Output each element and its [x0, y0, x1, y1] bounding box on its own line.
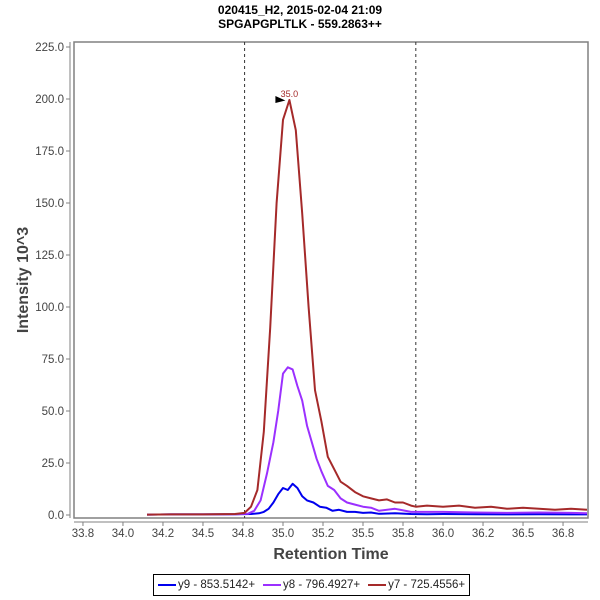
legend-swatch-y7 — [368, 584, 387, 586]
x-tick-label: 33.8 — [72, 528, 94, 540]
x-tick-label: 36.0 — [432, 528, 454, 540]
x-tick-label: 35.8 — [392, 528, 414, 540]
y-tick-label: 100.0 — [35, 302, 64, 314]
y-tick-label: 150.0 — [35, 198, 64, 210]
vertical-markers — [244, 42, 417, 518]
legend-item-y8: y8 - 796.4927+ — [263, 579, 360, 591]
y-tick-label: 25.0 — [42, 458, 64, 470]
legend-swatch-y8 — [263, 584, 282, 586]
x-tick-label: 36.8 — [552, 528, 574, 540]
x-tick-label: 34.8 — [232, 528, 254, 540]
peak-annotation: 35.0 — [275, 89, 299, 104]
x-tick-label: 34.0 — [112, 528, 134, 540]
y-tick-label: 0.0 — [48, 510, 64, 522]
chart-title: 020415_H2, 2015-02-04 21:09 — [218, 3, 382, 17]
x-tick-label: 34.2 — [152, 528, 174, 540]
series-line-y8 — [146, 366, 588, 516]
y-tick-label: 175.0 — [35, 146, 64, 158]
legend-label-y8: y8 - 796.4927+ — [283, 579, 361, 591]
x-axis-title: Retention Time — [273, 546, 388, 563]
peak-arrow-icon — [275, 96, 286, 104]
x-tick-label: 36.5 — [512, 528, 534, 540]
series-layer — [146, 99, 588, 516]
x-tick-label: 36.2 — [472, 528, 494, 540]
y-tick-label: 125.0 — [35, 250, 64, 262]
peak-label: 35.0 — [281, 89, 299, 99]
x-axis-ticks: 33.8 34.0 34.2 34.5 34.8 35.0 35.2 35.5 35.8 36.0… — [72, 522, 574, 540]
y-axis-ticks: 0.0 25.0 50.0 75.0 100.0 125.0 150.0 175.0 200.0… — [35, 42, 70, 522]
y-tick-label: 50.0 — [42, 406, 64, 418]
legend-swatch-y9 — [158, 584, 176, 586]
y-tick-label: 225.0 — [35, 42, 64, 54]
chart-subtitle: SPGAPGPLTLK - 559.2863++ — [218, 17, 382, 31]
legend: y9 - 853.5142+ y8 - 796.4927+ y7 - 725.4… — [153, 574, 471, 596]
series-line-y7 — [146, 99, 588, 516]
plot-area — [73, 41, 589, 519]
x-tick-label: 34.5 — [192, 528, 214, 540]
y-axis-title: Intensity 10^3 — [15, 227, 32, 333]
legend-label-y7: y7 - 725.4556+ — [388, 579, 466, 591]
x-tick-label: 35.2 — [312, 528, 334, 540]
x-tick-label: 35.5 — [352, 528, 374, 540]
series-line-y9 — [146, 482, 587, 516]
y-tick-label: 200.0 — [35, 94, 64, 106]
y-tick-label: 75.0 — [42, 354, 64, 366]
legend-item-y7: y7 - 725.4556+ — [368, 579, 465, 591]
legend-label-y9: y9 - 853.5142+ — [178, 579, 256, 591]
x-tick-label: 35.0 — [272, 528, 294, 540]
legend-item-y9: y9 - 853.5142+ — [158, 579, 255, 591]
